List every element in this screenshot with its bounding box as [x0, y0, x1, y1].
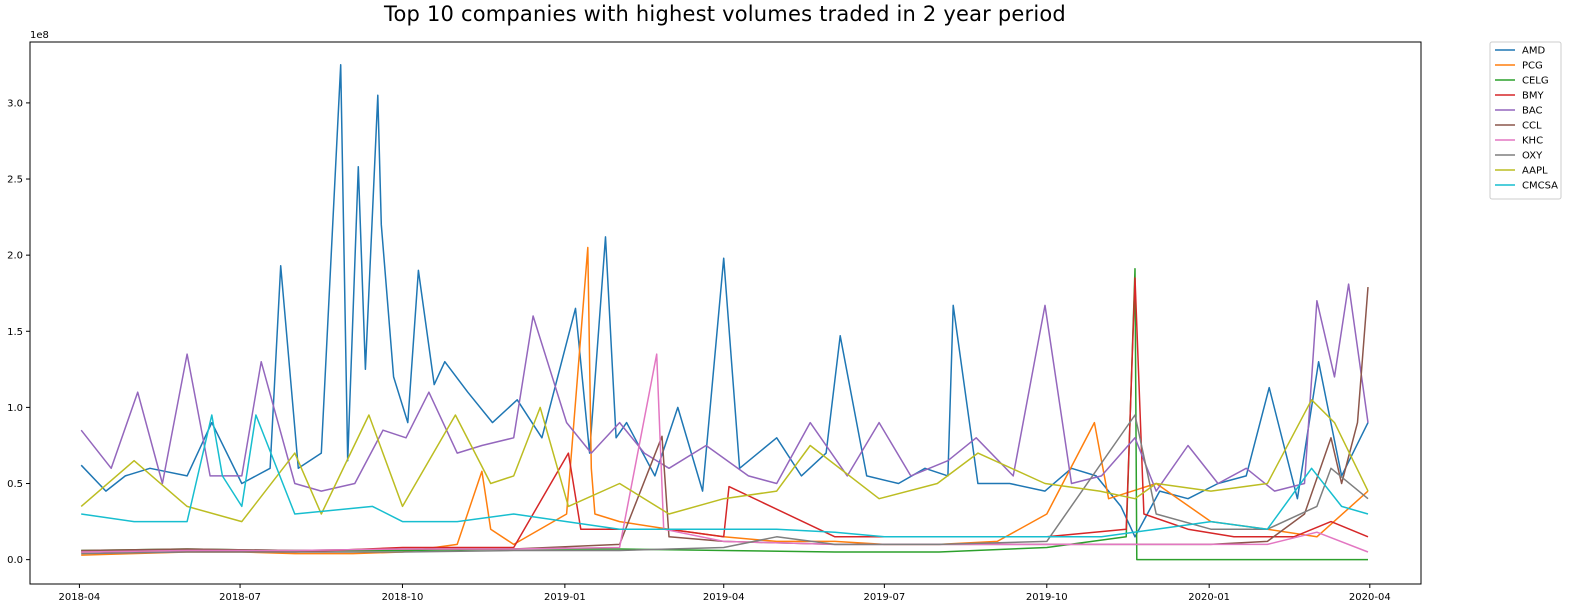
- y-tick-label: 1.0: [7, 403, 23, 414]
- legend-label-aapl: AAPL: [1522, 166, 1548, 177]
- y-tick-label: 1.5: [7, 327, 23, 338]
- series-line-aapl: [80, 399, 1369, 523]
- y-tick-label: 3.0: [7, 98, 23, 109]
- series-line-amd: [80, 64, 1369, 538]
- axes-layer: 2018-04 2018-07 2018-10 2019-01 2019-04 2019-…: [7, 98, 1391, 603]
- legend-label-pcg: PCG: [1522, 61, 1543, 72]
- x-tick-label: 2018-07: [219, 592, 261, 603]
- plot-area-frame: [29, 41, 1422, 585]
- legend-label-khc: KHC: [1522, 136, 1543, 147]
- y-tick-label: 2.0: [7, 251, 23, 262]
- x-tick-label: 2019-10: [1026, 592, 1068, 603]
- series-line-celg: [81, 268, 1368, 561]
- y-tick-label: 2.5: [7, 175, 23, 186]
- legend: AMD PCG CELG BMY BAC CCL KHC OXY AAPL CMCSA: [1489, 41, 1562, 200]
- legend-label-bmy: BMY: [1522, 91, 1544, 102]
- series-line-bac: [80, 283, 1369, 492]
- chart-title: Top 10 companies with highest volumes tr…: [384, 2, 1066, 26]
- legend-label-amd: AMD: [1522, 46, 1545, 57]
- legend-label-bac: BAC: [1522, 106, 1543, 117]
- x-tick-label: 2019-04: [703, 592, 745, 603]
- x-tick-label: 2018-10: [382, 592, 424, 603]
- series-line-cmcsa: [81, 414, 1369, 538]
- series-layer: [80, 64, 1369, 561]
- y-tick-label: 0.5: [7, 479, 23, 490]
- x-tick-label: 2020-04: [1349, 592, 1391, 603]
- series-line-khc: [81, 353, 1369, 553]
- series-line-pcg: [81, 246, 1369, 556]
- legend-label-ccl: CCL: [1522, 121, 1542, 132]
- legend-label-celg: CELG: [1522, 76, 1549, 87]
- legend-label-oxy: OXY: [1522, 151, 1543, 162]
- series-line-ccl: [81, 287, 1369, 552]
- x-tick-label: 2020-01: [1188, 592, 1230, 603]
- legend-label-cmcsa: CMCSA: [1522, 181, 1558, 192]
- series-line-oxy: [81, 414, 1369, 555]
- x-tick-label: 2019-07: [863, 592, 905, 603]
- series-line-bmy: [81, 277, 1369, 553]
- legend-box: [1489, 41, 1562, 200]
- y-tick-label: 0.0: [7, 555, 23, 566]
- x-tick-label: 2018-04: [59, 592, 101, 603]
- y-axis-scale-label: 1e8: [30, 30, 49, 41]
- x-tick-label: 2019-01: [544, 592, 586, 603]
